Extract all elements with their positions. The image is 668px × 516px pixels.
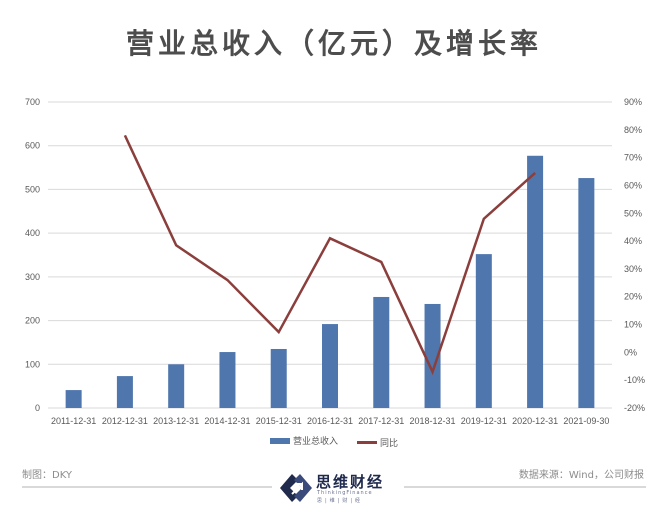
x-axis-tick: 2017-12-31	[358, 416, 404, 426]
right-axis-tick: 30%	[624, 264, 642, 274]
logo-subtitle-cn: 思|维|财|经	[317, 498, 364, 504]
legend-label-revenue: 营业总收入	[293, 437, 339, 447]
legend-label-yoy: 同比	[379, 438, 398, 449]
revenue-bar	[527, 155, 544, 408]
logo-text: 思维财经	[316, 473, 385, 491]
data-source: 数据来源：Wind，公司财报	[518, 470, 644, 481]
x-axis-tick: 2013-12-31	[153, 416, 199, 426]
revenue-bar	[322, 324, 338, 408]
left-axis-tick: 300	[25, 272, 40, 282]
x-axis-tick: 2015-12-31	[256, 416, 302, 426]
right-axis-tick: -10%	[624, 375, 645, 385]
footer-divider-right	[404, 486, 646, 488]
left-axis-tick: 400	[25, 228, 40, 238]
right-axis-tick: 40%	[624, 236, 642, 246]
revenue-bar	[65, 390, 82, 408]
left-axis-tick: 700	[25, 97, 40, 107]
revenue-bar	[373, 296, 390, 408]
revenue-bar	[270, 348, 287, 408]
right-axis-tick: 90%	[624, 97, 642, 107]
chart-author: 制图：DKY	[22, 470, 73, 481]
x-axis-tick: 2018-12-31	[410, 416, 456, 426]
yoy-growth-line	[123, 134, 536, 376]
left-axis-tick: 200	[25, 316, 40, 326]
right-axis-tick: -20%	[624, 403, 645, 413]
revenue-bar	[219, 352, 236, 408]
brand-logo: 思维财经 ThinkingFinance 思|维|财|经	[278, 470, 398, 508]
x-axis-tick: 2019-12-31	[461, 416, 507, 426]
legend-item-yoy: 同比	[356, 436, 398, 449]
x-axis-tick: 2014-12-31	[204, 416, 250, 426]
right-axis-tick: 80%	[624, 125, 642, 135]
footer-divider-left	[22, 486, 272, 488]
right-axis-tick: 20%	[624, 292, 642, 302]
right-axis-tick: 10%	[624, 320, 642, 330]
x-axis-tick: 2011-12-31	[51, 416, 96, 426]
right-axis-tick: 0%	[624, 347, 637, 357]
left-axis-tick: 600	[25, 141, 40, 151]
x-axis-tick: 2016-12-31	[307, 416, 353, 426]
chart-title: 营业总收入（亿元）及增长率	[125, 27, 542, 60]
right-axis-tick: 60%	[624, 180, 642, 190]
legend-item-revenue: 营业总收入	[270, 434, 338, 447]
left-axis-tick: 0	[35, 403, 40, 413]
revenue-bar	[116, 376, 133, 408]
revenue-bar	[578, 178, 595, 408]
right-axis-tick: 50%	[624, 208, 642, 218]
left-axis-tick: 500	[25, 184, 40, 194]
logo-subtitle: ThinkingFinance	[317, 490, 373, 496]
revenue-bar	[168, 364, 185, 408]
logo-mark-icon	[280, 474, 312, 502]
revenue-bar	[475, 254, 492, 408]
left-axis-tick: 100	[25, 359, 40, 369]
x-axis-tick: 2012-12-31	[102, 416, 148, 426]
legend: 营业总收入 同比	[0, 434, 668, 449]
revenue-bar	[424, 303, 441, 408]
legend-bar-swatch	[270, 437, 291, 444]
x-axis-tick: 2020-12-31	[512, 416, 558, 426]
legend-line-swatch	[356, 440, 377, 444]
x-axis-tick: 2021-09-30	[563, 416, 609, 426]
right-axis-tick: 70%	[624, 153, 642, 163]
